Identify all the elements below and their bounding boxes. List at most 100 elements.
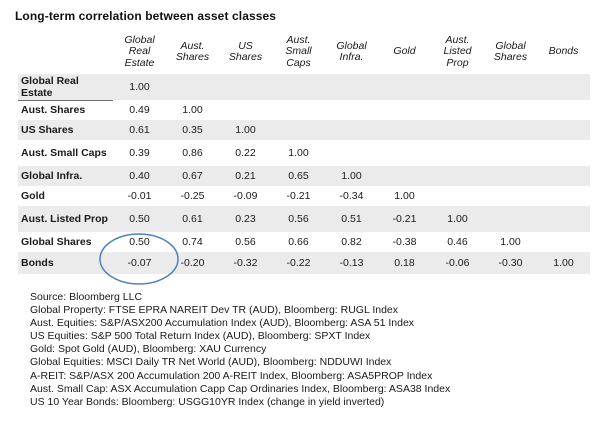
correlation-cell bbox=[378, 74, 431, 100]
correlation-cell bbox=[166, 74, 219, 100]
header-row: Global Real Estate Aust. Shares US Shares A… bbox=[18, 30, 590, 74]
footnotes: Source: Bloomberg LLC Global Property: FT… bbox=[30, 291, 614, 409]
footnote-line: Source: Bloomberg LLC bbox=[30, 291, 143, 303]
correlation-table: Global Real Estate Aust. Shares US Shares A… bbox=[18, 30, 590, 274]
table-row: Global Infra. 0.40 0.67 0.21 0.65 1.00 bbox=[18, 166, 590, 186]
correlation-cell: 0.23 bbox=[235, 213, 256, 225]
correlation-cell: 0.40 bbox=[129, 170, 150, 182]
correlation-cell bbox=[325, 100, 378, 120]
correlation-cell: 1.00 bbox=[235, 124, 256, 136]
footnote-line: Global Property: FTSE EPRA NAREIT Dev TR… bbox=[30, 304, 399, 317]
correlation-cell: 0.18 bbox=[394, 257, 415, 269]
footnote-line: US Equities: S&P 500 Total Return Index … bbox=[30, 330, 371, 343]
correlation-cell: 0.65 bbox=[288, 170, 309, 182]
correlation-cell bbox=[484, 166, 537, 186]
correlation-cell: 0.67 bbox=[182, 170, 203, 182]
column-header: Aust. Shares bbox=[166, 30, 219, 74]
correlation-cell: 0.22 bbox=[235, 147, 256, 159]
correlation-cell bbox=[537, 74, 590, 100]
correlation-cell bbox=[537, 232, 590, 252]
correlation-cell: 0.35 bbox=[182, 124, 203, 136]
correlation-cell: 0.46 bbox=[447, 236, 468, 248]
correlation-cell: -0.07 bbox=[127, 257, 152, 269]
document-page: Long-term correlation between asset clas… bbox=[0, 9, 614, 421]
correlation-cell bbox=[484, 100, 537, 120]
correlation-cell: 0.61 bbox=[129, 124, 150, 136]
column-header: Global Shares bbox=[484, 30, 537, 74]
correlation-cell: 1.00 bbox=[553, 257, 574, 269]
correlation-cell: 0.74 bbox=[182, 236, 203, 248]
corner-cell bbox=[18, 30, 113, 74]
correlation-cell bbox=[431, 120, 484, 140]
correlation-cell bbox=[325, 120, 378, 140]
correlation-cell bbox=[378, 166, 431, 186]
column-header: Global Real Estate bbox=[113, 30, 166, 74]
correlation-cell: 1.00 bbox=[447, 213, 468, 225]
table-row: US Shares 0.61 0.35 1.00 bbox=[18, 120, 590, 140]
row-label: Global Real Estate bbox=[18, 74, 113, 101]
correlation-cell: -0.22 bbox=[286, 257, 311, 269]
table-row: Gold -0.01 -0.25 -0.09 -0.21 -0.34 1.00 bbox=[18, 186, 590, 206]
footnote-line: Aust. Equities: S&P/ASX200 Accumulation … bbox=[30, 317, 415, 330]
correlation-cell bbox=[537, 120, 590, 140]
footnote-line: A-REIT: S&P/ASX 200 Accumulation 200 A-R… bbox=[30, 369, 433, 382]
correlation-cell bbox=[484, 74, 537, 100]
page-title: Long-term correlation between asset clas… bbox=[15, 9, 277, 23]
table-row: Global Real Estate 1.00 bbox=[18, 74, 590, 101]
column-header: Aust. Small Caps bbox=[272, 30, 325, 74]
column-header: US Shares bbox=[219, 30, 272, 74]
correlation-cell bbox=[431, 186, 484, 206]
correlation-cell bbox=[378, 140, 431, 166]
correlation-cell: 0.86 bbox=[182, 147, 203, 159]
correlation-cell: 0.39 bbox=[129, 147, 150, 159]
correlation-cell: -0.13 bbox=[339, 257, 364, 269]
correlation-cell bbox=[325, 74, 378, 100]
row-label: US Shares bbox=[21, 124, 74, 136]
correlation-cell: 0.50 bbox=[129, 213, 150, 225]
correlation-cell bbox=[537, 100, 590, 120]
correlation-cell: 1.00 bbox=[341, 170, 362, 182]
correlation-cell: -0.32 bbox=[233, 257, 258, 269]
row-label: Aust. Shares bbox=[21, 104, 86, 117]
correlation-cell bbox=[537, 186, 590, 206]
column-header: Global Infra. bbox=[325, 30, 378, 74]
row-label: Bonds bbox=[21, 257, 54, 269]
correlation-cell: 1.00 bbox=[500, 236, 521, 248]
correlation-cell: 0.50 bbox=[129, 236, 150, 248]
correlation-table-wrap: Global Real Estate Aust. Shares US Shares A… bbox=[18, 30, 590, 285]
correlation-cell bbox=[219, 100, 272, 120]
correlation-cell: 0.21 bbox=[235, 170, 256, 182]
footnote-line: Gold: Spot Gold (AUD), Bloomberg: XAU Cu… bbox=[30, 343, 267, 356]
table-row: Aust. Small Caps 0.39 0.86 0.22 1.00 bbox=[18, 140, 590, 166]
table-row: Aust. Listed Prop 0.50 0.61 0.23 0.56 0.51 -0.… bbox=[18, 206, 590, 232]
correlation-cell bbox=[378, 100, 431, 120]
correlation-cell bbox=[378, 120, 431, 140]
correlation-cell: -0.01 bbox=[127, 190, 152, 202]
column-header: Aust. Listed Prop bbox=[431, 30, 484, 74]
row-label: Aust. Listed Prop bbox=[21, 213, 108, 225]
correlation-cell bbox=[537, 140, 590, 166]
correlation-cell: 0.66 bbox=[288, 236, 309, 248]
footnote-line: Global Equities: MSCI Daily TR Net World… bbox=[30, 356, 392, 369]
correlation-cell: 0.51 bbox=[341, 213, 362, 225]
correlation-cell: -0.09 bbox=[233, 190, 258, 202]
correlation-cell: -0.21 bbox=[392, 213, 417, 225]
correlation-cell: -0.20 bbox=[180, 257, 205, 269]
correlation-cell bbox=[219, 74, 272, 100]
correlation-cell bbox=[431, 166, 484, 186]
correlation-cell bbox=[431, 140, 484, 166]
correlation-cell: 0.82 bbox=[341, 236, 362, 248]
correlation-cell: -0.06 bbox=[445, 257, 470, 269]
correlation-cell bbox=[325, 140, 378, 166]
correlation-cell: 1.00 bbox=[394, 190, 415, 202]
correlation-cell: -0.38 bbox=[392, 236, 417, 248]
correlation-cell: 0.61 bbox=[182, 213, 203, 225]
correlation-cell: 0.56 bbox=[235, 236, 256, 248]
correlation-cell bbox=[484, 186, 537, 206]
correlation-cell: 1.00 bbox=[182, 104, 203, 116]
column-header: Gold bbox=[378, 30, 431, 74]
correlation-cell: 0.56 bbox=[288, 213, 309, 225]
correlation-cell bbox=[272, 120, 325, 140]
table-row: Aust. Shares 0.49 1.00 bbox=[18, 100, 590, 120]
correlation-cell bbox=[484, 120, 537, 140]
